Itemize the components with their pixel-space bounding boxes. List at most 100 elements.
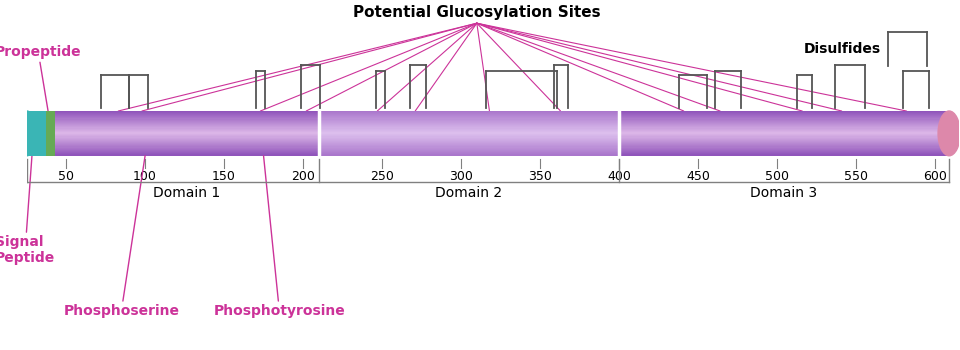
Ellipse shape — [15, 111, 37, 156]
Text: Disulfides: Disulfides — [804, 42, 881, 56]
Bar — [619, 142, 949, 144]
Bar — [55, 126, 319, 128]
Bar — [619, 144, 949, 146]
Bar — [55, 148, 319, 149]
Bar — [619, 143, 949, 145]
Bar — [55, 116, 319, 118]
Bar — [619, 116, 949, 118]
Bar — [619, 147, 949, 148]
Bar — [319, 131, 619, 132]
Bar — [319, 113, 619, 114]
Bar — [55, 142, 319, 144]
Text: 50: 50 — [59, 169, 74, 183]
Text: 300: 300 — [449, 169, 473, 183]
Bar — [319, 124, 619, 126]
Bar — [55, 153, 319, 155]
Bar — [319, 152, 619, 154]
Bar — [319, 142, 619, 144]
Bar — [319, 134, 619, 136]
Bar — [55, 121, 319, 122]
Text: Phosphoserine: Phosphoserine — [63, 156, 180, 318]
Bar — [55, 132, 319, 133]
Bar — [619, 115, 949, 117]
Bar — [55, 117, 319, 119]
Bar — [55, 151, 319, 152]
Bar — [619, 135, 949, 137]
Bar — [619, 111, 949, 112]
Bar — [55, 135, 319, 137]
Bar — [27, 111, 45, 156]
Bar — [619, 126, 949, 128]
Bar — [55, 133, 319, 134]
Bar — [55, 140, 319, 141]
Bar — [319, 132, 619, 133]
Bar — [619, 148, 949, 149]
Bar — [55, 124, 319, 126]
Bar — [619, 140, 949, 141]
Bar — [319, 149, 619, 150]
Bar — [319, 153, 619, 155]
Bar — [619, 134, 949, 136]
Bar — [619, 114, 949, 116]
Bar — [319, 122, 619, 123]
Bar — [55, 115, 319, 117]
Bar — [319, 130, 619, 131]
Bar — [55, 111, 319, 112]
Bar — [619, 125, 949, 127]
Bar — [55, 131, 319, 132]
Bar — [55, 136, 319, 138]
Bar — [55, 141, 319, 142]
Text: Domain 3: Domain 3 — [751, 186, 818, 200]
Text: 100: 100 — [133, 169, 157, 183]
Bar — [55, 123, 319, 125]
Bar — [319, 126, 619, 128]
Text: Potential Glucosylation Sites: Potential Glucosylation Sites — [353, 5, 601, 20]
Bar — [319, 144, 619, 146]
Text: Propeptide: Propeptide — [0, 46, 82, 125]
Text: Domain 1: Domain 1 — [154, 186, 221, 200]
Bar — [319, 140, 619, 141]
Bar — [319, 141, 619, 142]
Bar — [319, 120, 619, 121]
Text: 150: 150 — [212, 169, 236, 183]
Bar — [55, 154, 319, 156]
Bar — [619, 130, 949, 131]
Bar — [619, 117, 949, 119]
Bar — [319, 112, 619, 113]
Bar — [619, 149, 949, 150]
Bar — [319, 150, 619, 151]
Bar — [55, 130, 319, 131]
Bar — [619, 124, 949, 126]
Bar — [619, 123, 949, 125]
Bar — [55, 119, 319, 120]
Bar — [55, 138, 319, 139]
Bar — [319, 114, 619, 116]
Bar — [55, 114, 319, 116]
Bar — [55, 113, 319, 114]
Bar — [55, 125, 319, 127]
Text: 550: 550 — [844, 169, 868, 183]
Bar — [619, 128, 949, 130]
Bar — [619, 127, 949, 129]
Text: Phosphotyrosine: Phosphotyrosine — [213, 156, 346, 318]
Bar — [55, 152, 319, 154]
Bar — [319, 148, 619, 149]
Bar — [619, 131, 949, 132]
Text: 600: 600 — [923, 169, 947, 183]
Bar — [619, 112, 949, 113]
Bar — [319, 133, 619, 134]
Bar — [319, 121, 619, 122]
Bar — [619, 138, 949, 139]
Bar — [619, 141, 949, 142]
Bar — [619, 120, 949, 121]
Bar — [619, 154, 949, 156]
Bar — [619, 150, 949, 151]
Bar — [319, 117, 619, 119]
Text: 400: 400 — [607, 169, 631, 183]
Bar — [319, 123, 619, 125]
Bar — [619, 139, 949, 140]
Bar — [619, 121, 949, 122]
Bar — [319, 151, 619, 152]
Bar — [319, 136, 619, 138]
Bar — [45, 111, 55, 156]
